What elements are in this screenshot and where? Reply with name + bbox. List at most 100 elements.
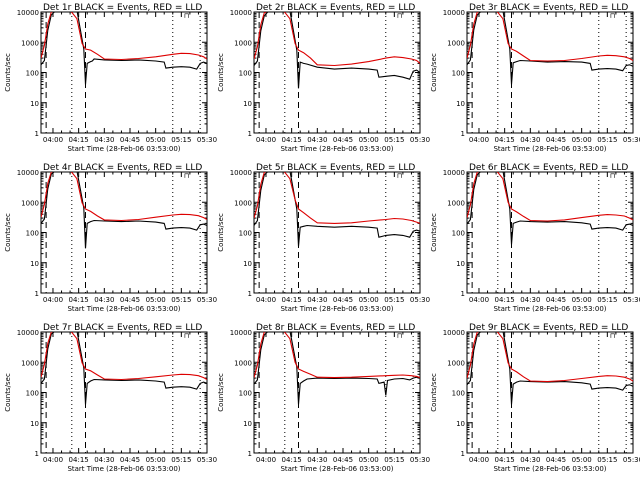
x-tick-label: 04:15 xyxy=(495,296,515,304)
x-tick-label: 04:30 xyxy=(94,456,114,464)
series-lld-line xyxy=(41,12,207,61)
x-axis-label: Start Time (28-Feb-06 03:53:00) xyxy=(493,305,606,313)
chart-title: Det 3r BLACK = Events, RED = LLD xyxy=(469,3,628,13)
plot-frame xyxy=(40,11,208,134)
plot-frame xyxy=(40,171,208,294)
x-tick-label: 05:00 xyxy=(359,136,379,144)
x-tick-label: 05:00 xyxy=(572,136,592,144)
chart-title: Det 4r BLACK = Events, RED = LLD xyxy=(43,163,202,173)
series-lld-line xyxy=(467,332,633,383)
x-tick-label: 04:00 xyxy=(256,456,276,464)
detector-chart-8: Det 8r BLACK = Events, RED = LLD 1 10 100 10… xyxy=(217,323,430,473)
x-tick-label: 04:15 xyxy=(495,456,515,464)
x-tick-label: 04:30 xyxy=(307,136,327,144)
plot-annotation: ⊓ xyxy=(610,172,615,180)
x-tick-label: 05:15 xyxy=(597,136,617,144)
x-axis-label: Start Time (28-Feb-06 03:53:00) xyxy=(67,465,180,473)
plot-annotation: ⊓ xyxy=(184,172,189,180)
x-tick-label: 04:15 xyxy=(282,456,302,464)
x-axis-label: Start Time (28-Feb-06 03:53:00) xyxy=(280,145,393,153)
detector-chart-2: Det 2r BLACK = Events, RED = LLD 1 10 100 10… xyxy=(217,3,430,153)
x-tick-label: 04:15 xyxy=(69,296,89,304)
y-tick-label: 1000 xyxy=(447,39,465,47)
y-axis-label: Counts/sec xyxy=(430,213,438,252)
x-tick-label: 04:00 xyxy=(43,456,63,464)
x-tick-label: 04:15 xyxy=(282,136,302,144)
chart-title: Det 2r BLACK = Events, RED = LLD xyxy=(256,3,415,13)
x-tick-label: 04:45 xyxy=(120,296,140,304)
chart-title: Det 7r BLACK = Events, RED = LLD xyxy=(43,323,202,333)
plot-frame xyxy=(40,331,208,454)
x-tick-label: 04:45 xyxy=(120,136,140,144)
detector-chart-4: Det 4r BLACK = Events, RED = LLD 1 10 100 10… xyxy=(4,163,217,313)
chart-title: Det 5r BLACK = Events, RED = LLD xyxy=(256,163,415,173)
y-tick-label: 100 xyxy=(26,70,39,78)
series-lld-line xyxy=(467,12,633,62)
y-tick-label: 1 xyxy=(461,290,465,298)
y-tick-label: 10 xyxy=(30,100,39,108)
y-tick-label: 1000 xyxy=(234,199,252,207)
y-tick-label: 10 xyxy=(243,420,252,428)
y-tick-label: 10000 xyxy=(17,9,39,17)
x-tick-label: 05:30 xyxy=(623,296,640,304)
x-tick-label: 04:30 xyxy=(520,296,540,304)
y-tick-label: 1 xyxy=(461,130,465,138)
y-tick-label: 1 xyxy=(248,450,252,458)
x-tick-label: 05:15 xyxy=(171,136,191,144)
y-axis-label: Counts/sec xyxy=(4,373,12,412)
y-tick-label: 100 xyxy=(452,230,465,238)
y-tick-label: 100 xyxy=(239,390,252,398)
y-tick-label: 100 xyxy=(239,70,252,78)
series-events-line xyxy=(467,332,633,405)
x-axis-label: Start Time (28-Feb-06 03:53:00) xyxy=(493,465,606,473)
y-tick-label: 10 xyxy=(30,260,39,268)
detector-chart-7: Det 7r BLACK = Events, RED = LLD 1 10 100 10… xyxy=(4,323,217,473)
plot-annotation: ⊓ xyxy=(397,332,402,340)
y-tick-label: 10000 xyxy=(230,9,252,17)
x-tick-label: 04:15 xyxy=(69,136,89,144)
x-tick-label: 04:30 xyxy=(520,456,540,464)
detector-chart-9: Det 9r BLACK = Events, RED = LLD 1 10 100 10… xyxy=(430,323,640,473)
y-tick-label: 1000 xyxy=(21,39,39,47)
x-tick-label: 04:30 xyxy=(307,456,327,464)
x-tick-label: 04:15 xyxy=(495,136,515,144)
y-tick-label: 100 xyxy=(26,390,39,398)
series-events-line xyxy=(254,172,420,247)
x-tick-label: 05:15 xyxy=(171,296,191,304)
x-tick-label: 05:30 xyxy=(623,136,640,144)
y-axis-label: Counts/sec xyxy=(430,53,438,92)
plot-annotation: ⊓ xyxy=(610,12,615,20)
y-tick-label: 10000 xyxy=(443,329,465,337)
y-axis-label: Counts/sec xyxy=(4,213,12,252)
y-tick-label: 10000 xyxy=(443,9,465,17)
x-tick-label: 04:15 xyxy=(69,456,89,464)
y-tick-label: 10000 xyxy=(443,169,465,177)
x-tick-label: 05:00 xyxy=(572,296,592,304)
y-tick-label: 1 xyxy=(248,130,252,138)
chart-title: Det 6r BLACK = Events, RED = LLD xyxy=(469,163,628,173)
chart-title: Det 8r BLACK = Events, RED = LLD xyxy=(256,323,415,333)
x-tick-label: 04:30 xyxy=(307,296,327,304)
x-tick-label: 05:15 xyxy=(597,296,617,304)
x-axis-label: Start Time (28-Feb-06 03:53:00) xyxy=(67,305,180,313)
x-tick-label: 05:30 xyxy=(623,456,640,464)
series-lld-line xyxy=(41,332,207,381)
x-tick-label: 04:00 xyxy=(256,296,276,304)
series-events-line xyxy=(41,332,207,405)
x-tick-label: 04:00 xyxy=(469,296,489,304)
detector-chart-6: Det 6r BLACK = Events, RED = LLD 1 10 100 10… xyxy=(430,163,640,313)
chart-title: Det 9r BLACK = Events, RED = LLD xyxy=(469,323,628,333)
plot-frame xyxy=(466,171,634,294)
x-tick-label: 04:45 xyxy=(120,456,140,464)
plot-annotation: ⊓ xyxy=(184,12,189,20)
x-axis-label: Start Time (28-Feb-06 03:53:00) xyxy=(67,145,180,153)
plot-annotation: ⊓ xyxy=(397,172,402,180)
plot-frame xyxy=(466,331,634,454)
x-tick-label: 05:30 xyxy=(410,456,430,464)
series-events-line xyxy=(467,172,633,245)
x-tick-label: 05:15 xyxy=(597,456,617,464)
y-tick-label: 10 xyxy=(243,260,252,268)
y-tick-label: 10000 xyxy=(17,169,39,177)
y-axis-label: Counts/sec xyxy=(430,373,438,412)
